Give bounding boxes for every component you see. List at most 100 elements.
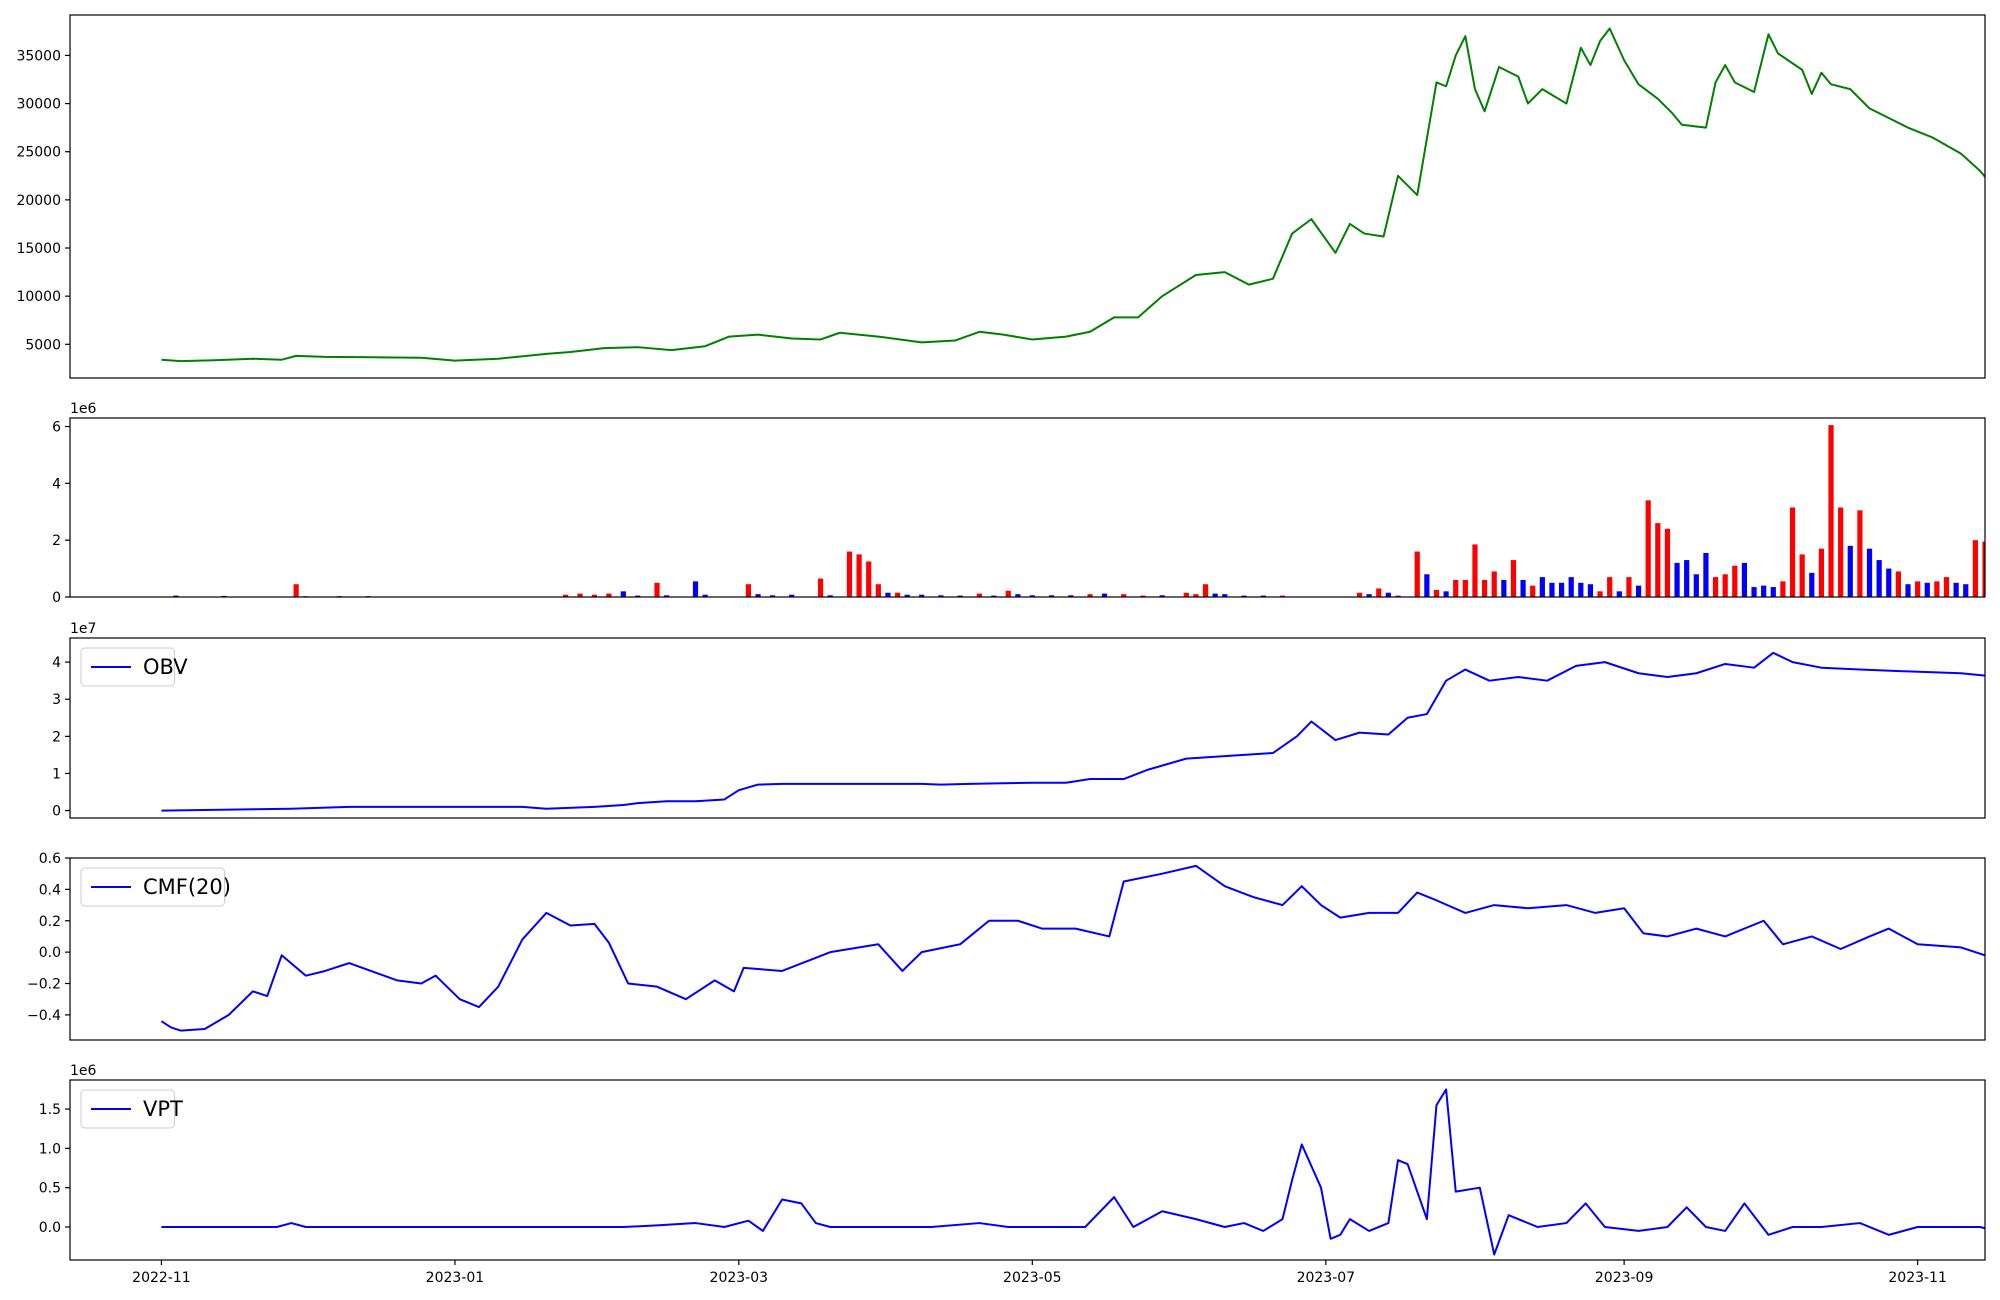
volume-bar bbox=[1159, 595, 1165, 597]
volume-bar bbox=[1222, 594, 1228, 597]
volume-bar bbox=[1934, 581, 1940, 597]
panel-cmf-20-: −0.4 −0.2 0.0 0.2 0.4 0.6 CMF(20) bbox=[27, 851, 1986, 1041]
panel-volume: 0 2 4 6 1e6 bbox=[52, 401, 1986, 606]
y-tick-label: 0 bbox=[52, 804, 61, 820]
series-line-obv bbox=[161, 651, 1985, 812]
volume-bar bbox=[957, 595, 963, 597]
volume-bar bbox=[1645, 500, 1651, 597]
volume-bar bbox=[1005, 590, 1011, 597]
volume-bar bbox=[1684, 560, 1690, 597]
y-tick-label: 4 bbox=[52, 655, 61, 671]
x-tick-label: 2023-09 bbox=[1595, 1270, 1654, 1286]
volume-bar bbox=[1626, 577, 1632, 597]
volume-bar bbox=[1549, 582, 1555, 597]
legend-label: CMF(20) bbox=[143, 875, 231, 899]
volume-bar bbox=[1741, 562, 1748, 597]
volume-bar bbox=[1530, 585, 1536, 597]
volume-bar bbox=[1895, 571, 1901, 597]
axis-offset-label: 1e6 bbox=[70, 1063, 97, 1079]
volume-bar bbox=[745, 584, 752, 597]
y-tick-label: 1.5 bbox=[39, 1102, 61, 1118]
volume-bar bbox=[293, 584, 299, 597]
volume-bar bbox=[620, 591, 626, 597]
y-tick-label: 30000 bbox=[16, 97, 61, 113]
volume-bar bbox=[1453, 579, 1459, 597]
series-line-cmf-20- bbox=[160, 864, 1985, 1032]
volume-bar bbox=[1847, 545, 1853, 597]
volume-bar bbox=[1279, 595, 1286, 597]
volume-bar bbox=[1674, 562, 1680, 597]
volume-bar bbox=[577, 593, 583, 597]
axis-offset-label: 1e6 bbox=[70, 401, 97, 417]
volume-bar bbox=[1501, 579, 1507, 597]
y-tick-label: 0.6 bbox=[39, 851, 61, 867]
panel-vpt: 0.0 0.5 1.0 1.5 1e6 VPT 2022-11 2023-01 2023-03 2… bbox=[39, 1063, 1986, 1286]
volume-bar bbox=[702, 594, 708, 597]
axes-frame bbox=[69, 417, 1986, 598]
plot-area bbox=[173, 425, 1985, 597]
volume-bar bbox=[1770, 587, 1776, 597]
axes-frame bbox=[69, 637, 1986, 819]
volume-bar bbox=[1520, 579, 1526, 597]
volume-bar bbox=[1943, 577, 1950, 597]
volume-bar bbox=[1385, 592, 1391, 597]
volume-bar bbox=[755, 594, 761, 597]
y-tick-label: 2 bbox=[52, 729, 61, 745]
y-tick-label: 4 bbox=[52, 476, 61, 492]
volume-bar bbox=[1202, 584, 1209, 597]
volume-bar bbox=[818, 578, 824, 597]
volume-bar bbox=[1607, 577, 1613, 597]
y-tick-label: 0.0 bbox=[39, 1220, 61, 1236]
volume-bar bbox=[635, 595, 641, 597]
plot-area bbox=[161, 27, 1985, 363]
panel-obv: 0 1 2 3 4 1e7 OBV bbox=[52, 621, 1986, 820]
series-line-price bbox=[161, 27, 1985, 363]
volume-bar bbox=[1568, 577, 1574, 597]
y-tick-label: 0.4 bbox=[39, 882, 61, 898]
volume-bar bbox=[1482, 579, 1488, 597]
plot-area bbox=[161, 1088, 1985, 1256]
plot-area bbox=[160, 864, 1985, 1032]
volume-bar bbox=[1972, 540, 1978, 597]
y-tick-label: 0.2 bbox=[39, 914, 61, 930]
plot-area bbox=[161, 651, 1985, 812]
y-tick-label: 35000 bbox=[16, 48, 61, 64]
volume-bar bbox=[976, 593, 982, 597]
volume-bar bbox=[1780, 581, 1786, 597]
x-tick-label: 2023-11 bbox=[1888, 1270, 1947, 1286]
volume-bar bbox=[1510, 560, 1517, 597]
volume-bar bbox=[1635, 585, 1642, 597]
volume-bar bbox=[1539, 577, 1545, 597]
volume-bar bbox=[1443, 591, 1449, 597]
volume-bar bbox=[654, 582, 660, 597]
volume-bar bbox=[1414, 551, 1420, 597]
volume-bar bbox=[1761, 585, 1767, 597]
volume-bar bbox=[1751, 587, 1757, 597]
volume-bar bbox=[1356, 592, 1363, 597]
volume-bar bbox=[1732, 565, 1738, 597]
y-tick-label: −0.4 bbox=[27, 1008, 61, 1024]
axes-frame bbox=[69, 857, 1986, 1041]
volume-bar bbox=[1015, 594, 1021, 597]
volume-bar bbox=[1655, 523, 1661, 597]
y-tick-label: 1 bbox=[52, 766, 61, 782]
volume-bar bbox=[1982, 541, 1985, 597]
volume-bar bbox=[827, 595, 833, 597]
volume-bar bbox=[1491, 571, 1497, 597]
y-tick-label: 5000 bbox=[25, 337, 61, 353]
volume-bar bbox=[1193, 594, 1199, 597]
y-tick-label: 0 bbox=[52, 590, 61, 606]
volume-bar bbox=[1029, 595, 1035, 597]
volume-bar bbox=[1818, 548, 1825, 597]
panel-price: 5000 10000 15000 20000 25000 30000 35000 bbox=[16, 14, 1986, 379]
y-tick-label: 6 bbox=[52, 420, 61, 436]
volume-bar bbox=[606, 593, 612, 597]
volume-bar bbox=[1048, 595, 1055, 597]
x-tick-label: 2023-05 bbox=[1003, 1270, 1062, 1286]
volume-bar bbox=[1924, 582, 1930, 597]
y-tick-label: 15000 bbox=[16, 241, 61, 257]
volume-bar bbox=[1578, 582, 1584, 597]
volume-bar bbox=[919, 594, 925, 597]
volume-bar bbox=[991, 595, 997, 597]
